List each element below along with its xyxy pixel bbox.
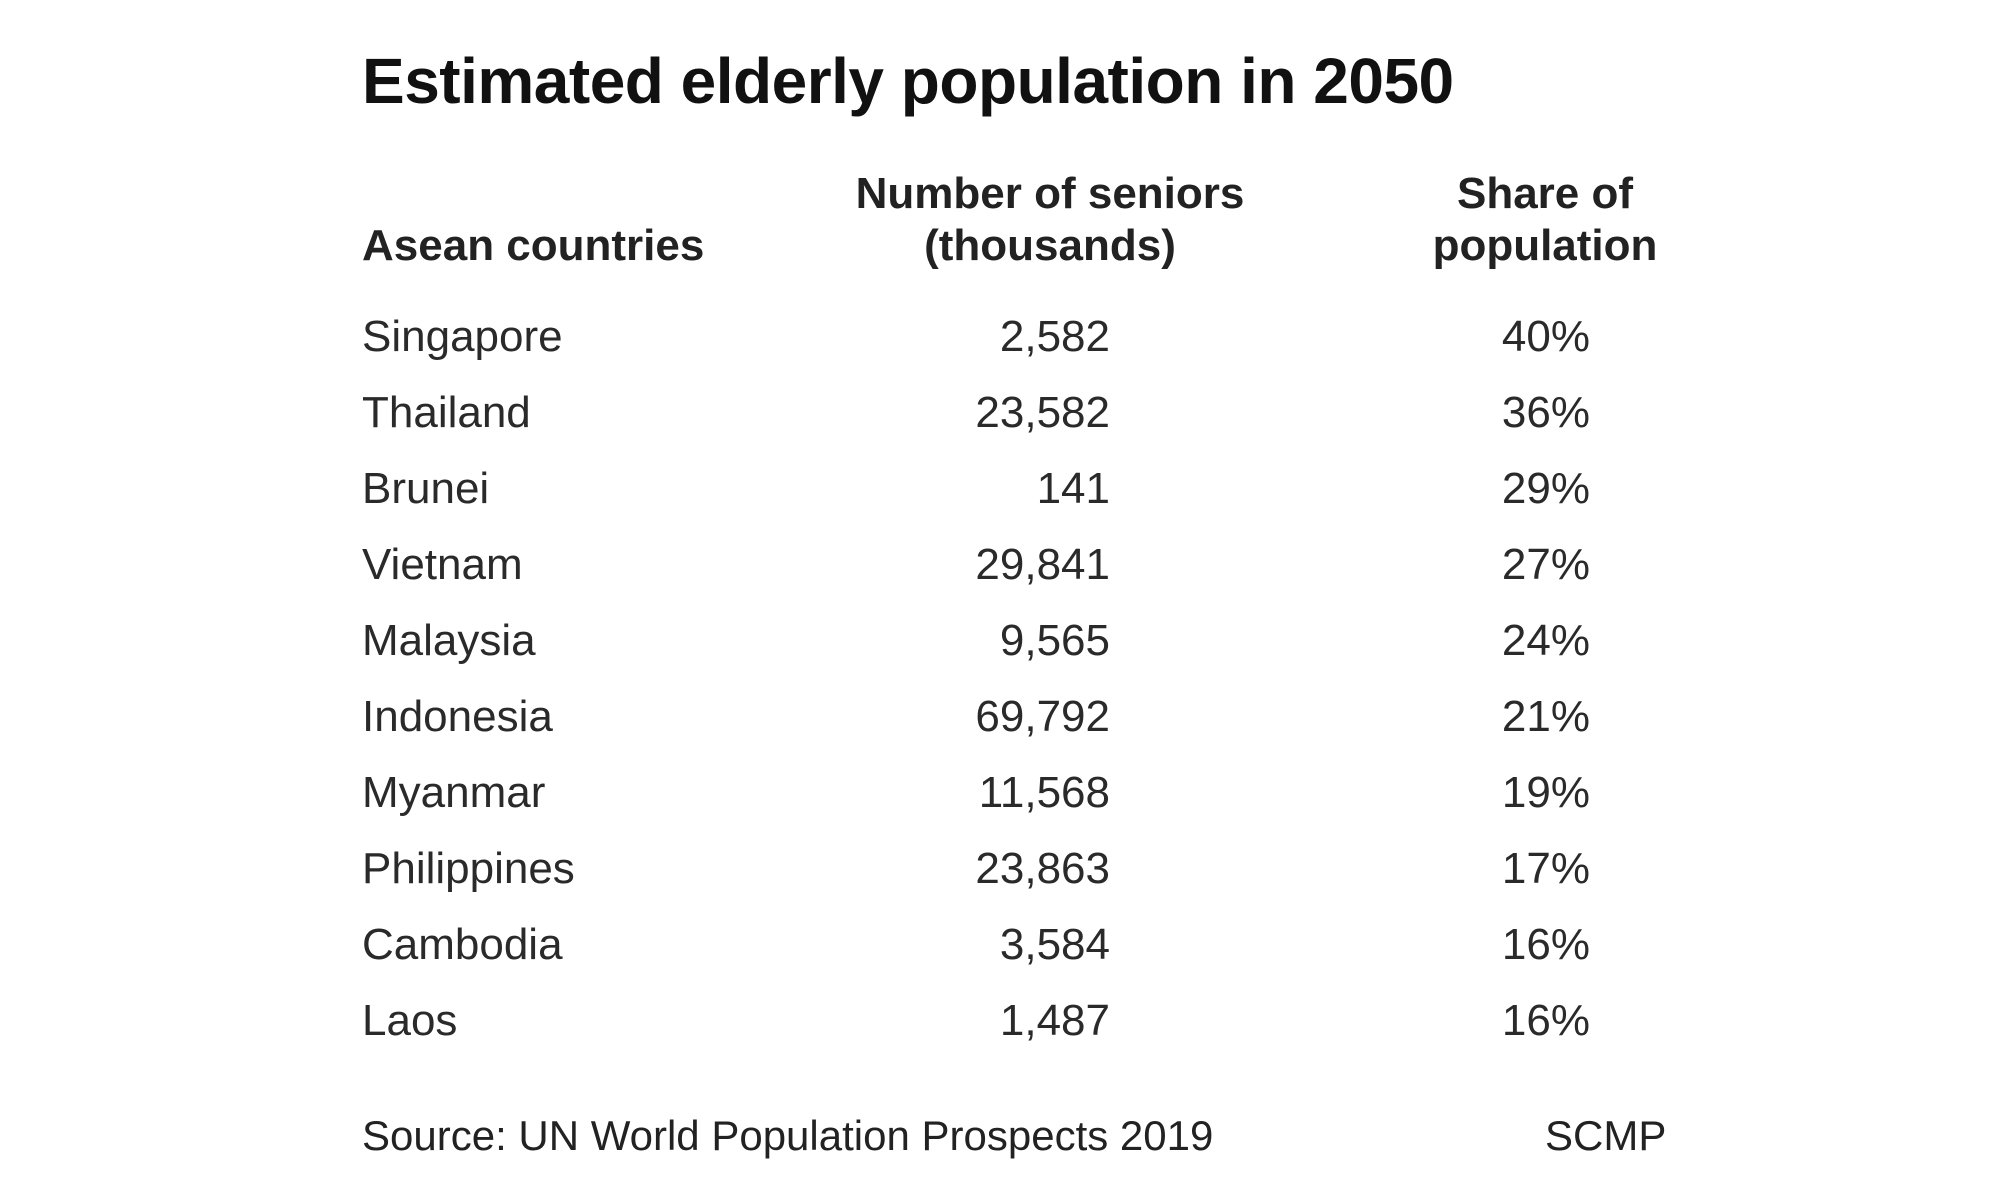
table-row: Myanmar 11,568 19%	[0, 756, 1999, 832]
cell-share: 19%	[1501, 768, 1590, 817]
cell-country: Brunei	[362, 464, 490, 513]
cell-seniors: 11,568	[978, 768, 1110, 817]
cell-seniors: 3,584	[999, 920, 1110, 969]
column-header-seniors: Number of seniors (thousands)	[820, 168, 1280, 272]
cell-share: 24%	[1501, 616, 1590, 665]
cell-share: 40%	[1501, 312, 1590, 361]
credit-label: SCMP	[1545, 1112, 1667, 1159]
cell-seniors: 2,582	[999, 312, 1110, 361]
table-row: Thailand 23,582 36%	[0, 376, 1999, 452]
cell-share: 16%	[1501, 996, 1590, 1045]
table-row: Laos 1,487 16%	[0, 984, 1999, 1060]
source-note: Source: UN World Population Prospects 20…	[362, 1112, 1214, 1159]
cell-share: 29%	[1501, 464, 1590, 513]
cell-country: Myanmar	[362, 768, 546, 817]
column-header-share-line1: Share of	[1456, 169, 1634, 218]
cell-country: Thailand	[362, 388, 531, 437]
cell-country: Singapore	[362, 312, 563, 361]
table-row: Cambodia 3,584 16%	[0, 908, 1999, 984]
table-row: Vietnam 29,841 27%	[0, 528, 1999, 604]
column-header-country: Asean countries	[362, 221, 705, 270]
column-header-share-line2: population	[1432, 221, 1658, 270]
chart-title: Estimated elderly population in 2050	[362, 45, 1454, 117]
cell-share: 36%	[1501, 388, 1590, 437]
table-row: Brunei 141 29%	[0, 452, 1999, 528]
cell-country: Vietnam	[362, 540, 523, 589]
table-row: Indonesia 69,792 21%	[0, 680, 1999, 756]
cell-seniors: 1,487	[999, 996, 1110, 1045]
cell-seniors: 23,582	[975, 388, 1110, 437]
table-row: Malaysia 9,565 24%	[0, 604, 1999, 680]
column-header-seniors-line2: (thousands)	[924, 221, 1176, 270]
cell-seniors: 23,863	[975, 844, 1110, 893]
cell-country: Laos	[362, 996, 458, 1045]
table-row: Singapore 2,582 40%	[0, 300, 1999, 376]
cell-country: Indonesia	[362, 692, 553, 741]
cell-seniors: 141	[1036, 464, 1110, 513]
cell-share: 16%	[1501, 920, 1590, 969]
column-header-seniors-line1: Number of seniors	[855, 169, 1245, 218]
cell-share: 17%	[1501, 844, 1590, 893]
cell-country: Cambodia	[362, 920, 563, 969]
cell-seniors: 69,792	[975, 692, 1110, 741]
cell-seniors: 29,841	[975, 540, 1110, 589]
cell-country: Malaysia	[362, 616, 536, 665]
cell-seniors: 9,565	[999, 616, 1110, 665]
cell-share: 21%	[1501, 692, 1590, 741]
table-row: Philippines 23,863 17%	[0, 832, 1999, 908]
table-body: Singapore 2,582 40% Thailand 23,582 36% Brunei…	[0, 300, 1999, 1060]
cell-share: 27%	[1501, 540, 1590, 589]
column-header-share: Share of population	[1365, 168, 1725, 272]
cell-country: Philippines	[362, 844, 575, 893]
